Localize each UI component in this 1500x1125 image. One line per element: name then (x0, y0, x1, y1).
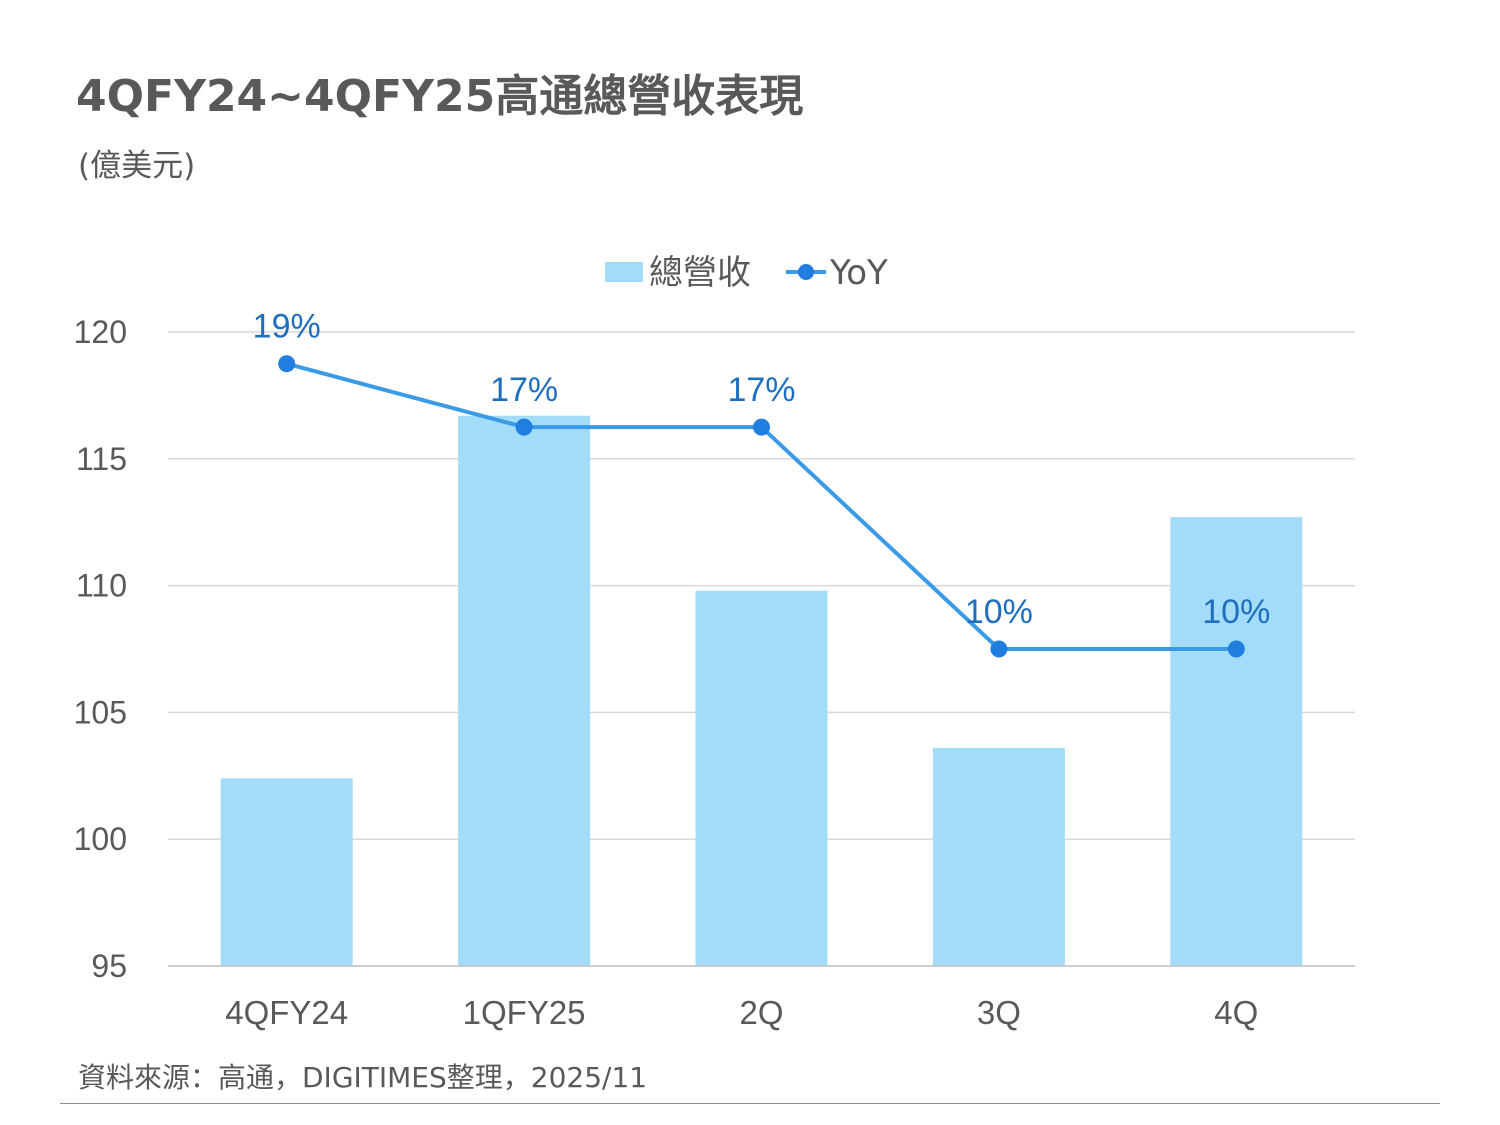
y-tick-label: 95 (91, 948, 127, 984)
revenue-bar (695, 590, 828, 966)
axes: 95 100 105 110 115 120 4QFY24 1QFY25 2Q 3Q 4Q (74, 314, 1355, 1031)
x-tick-label: 3Q (977, 994, 1021, 1031)
yoy-line (278, 355, 1245, 658)
yoy-data-label: 19% (253, 308, 321, 346)
yoy-point (1227, 640, 1245, 658)
legend-line-marker (798, 264, 814, 280)
x-tick-label: 1QFY25 (463, 994, 586, 1031)
footer-divider (60, 1103, 1440, 1104)
y-tick-label: 110 (76, 568, 127, 604)
y-tick-label: 120 (74, 314, 127, 350)
source-note: 資料來源：高通，DIGITIMES整理，2025/11 (78, 1061, 648, 1094)
legend-bar-swatch (605, 262, 643, 282)
legend-bar-label: 總營收 (649, 253, 751, 293)
x-tick-label: 2Q (739, 994, 783, 1031)
bars (220, 415, 1303, 966)
yoy-point (990, 640, 1008, 658)
yoy-point (753, 418, 770, 436)
x-tick-label: 4Q (1214, 994, 1258, 1031)
yoy-point (278, 355, 296, 373)
yoy-data-label: 10% (1202, 593, 1270, 631)
revenue-bar (458, 415, 591, 966)
yoy-point (515, 418, 533, 436)
yoy-data-label: 10% (965, 593, 1033, 631)
revenue-bar (220, 778, 353, 966)
revenue-bar (932, 747, 1065, 966)
legend: 總營收 YoY (605, 253, 888, 293)
y-tick-label: 100 (74, 821, 127, 857)
yoy-data-label: 17% (490, 371, 558, 409)
unit-label: (億美元) (78, 148, 196, 184)
data-labels: 19% 17% 17% 10% 10% (253, 308, 1271, 631)
y-tick-label: 115 (76, 441, 127, 477)
yoy-data-label: 17% (727, 371, 795, 409)
y-tick-label: 105 (74, 694, 127, 730)
x-tick-label: 4QFY24 (225, 994, 348, 1031)
revenue-bar (1170, 517, 1303, 966)
chart-title: 4QFY24~4QFY25高通總營收表現 (76, 71, 804, 122)
legend-line-label: YoY (829, 253, 888, 293)
